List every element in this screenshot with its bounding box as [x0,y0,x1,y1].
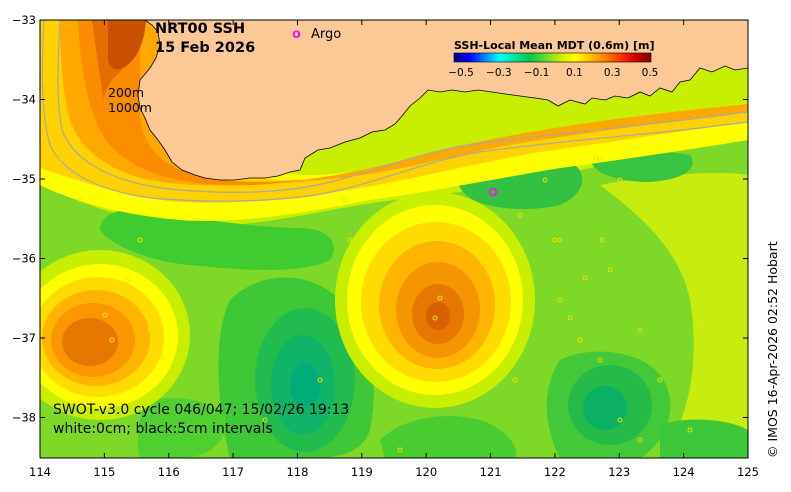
y-axis: −33 −34 −35 −36 −37 −38 [12,13,748,425]
y-tick-label: −35 [12,172,36,186]
contour-label-1000m: 1000m [108,100,152,115]
ssh-green-southeast-patch [660,419,748,458]
plot-frame [39,19,749,459]
contour-1000m [41,20,748,202]
x-tick-label: 117 [222,465,244,479]
swot-info-line1: SWOT-v3.0 cycle 046/047; 15/02/26 19:13 [53,402,349,418]
colorbar-tick-label: 0.5 [642,67,659,79]
colorbar-bar [453,52,652,63]
argo-legend-marker: o [292,27,301,42]
map-title-line2: 15 Feb 2026 [155,40,255,56]
colorbar-tick-label: −0.1 [524,67,550,79]
central-warm-eddy [335,192,535,408]
east-cold-eddy [568,365,652,445]
ssh-green-lowband [100,210,334,270]
contour-label-200m: 200m [108,85,144,100]
colorbar-tick-label: −0.5 [448,67,474,79]
x-tick-label: 115 [93,465,115,479]
argo-legend-label: Argo [311,27,341,42]
y-tick-label: −36 [12,252,36,266]
observation-points [42,77,718,453]
x-tick-label: 116 [158,465,180,479]
imos-credit: © IMOS 16-Apr-2026 02:52 Hobart [765,241,780,458]
ssh-band-east-yellow [600,173,748,458]
y-tick-label: −33 [12,13,36,27]
colorbar-tick-label: −0.3 [486,67,512,79]
x-axis: 114 115 116 117 118 119 120 121 122 123 124 125 [29,20,759,479]
ssh-green-sw-patch [137,398,226,458]
map-title-line1: NRT00 SSH [155,21,245,37]
argo-float-marker [488,187,498,197]
west-warm-eddy [40,250,190,420]
central-cold-eddy [255,308,355,452]
colorbar-tick-label: 0.3 [604,67,621,79]
x-tick-label: 118 [286,465,308,479]
colorbar: SSH-Local Mean MDT (0.6m) [m] −0.5 −0.3 −0… [448,39,658,79]
colorbar-ticks: −0.5 −0.3 −0.1 0.1 0.3 0.5 [448,67,658,79]
x-tick-label: 124 [673,465,695,479]
x-tick-label: 125 [737,465,759,479]
x-tick-label: 119 [351,465,373,479]
map-plot-area [40,20,748,458]
y-tick-label: −34 [12,93,36,107]
y-tick-label: −37 [12,331,36,345]
x-tick-label: 120 [415,465,437,479]
colorbar-title: SSH-Local Mean MDT (0.6m) [m] [454,39,654,52]
x-tick-label: 114 [29,465,51,479]
x-tick-label: 123 [608,465,630,479]
y-tick-label: −38 [12,411,36,425]
contour-200m [57,20,748,193]
colorbar-tick-label: 0.1 [566,67,583,79]
ssh-green-south [380,416,517,458]
x-tick-label: 122 [544,465,566,479]
swot-info-line2: white:0cm; black:5cm intervals [53,421,273,437]
x-tick-label: 121 [480,465,502,479]
